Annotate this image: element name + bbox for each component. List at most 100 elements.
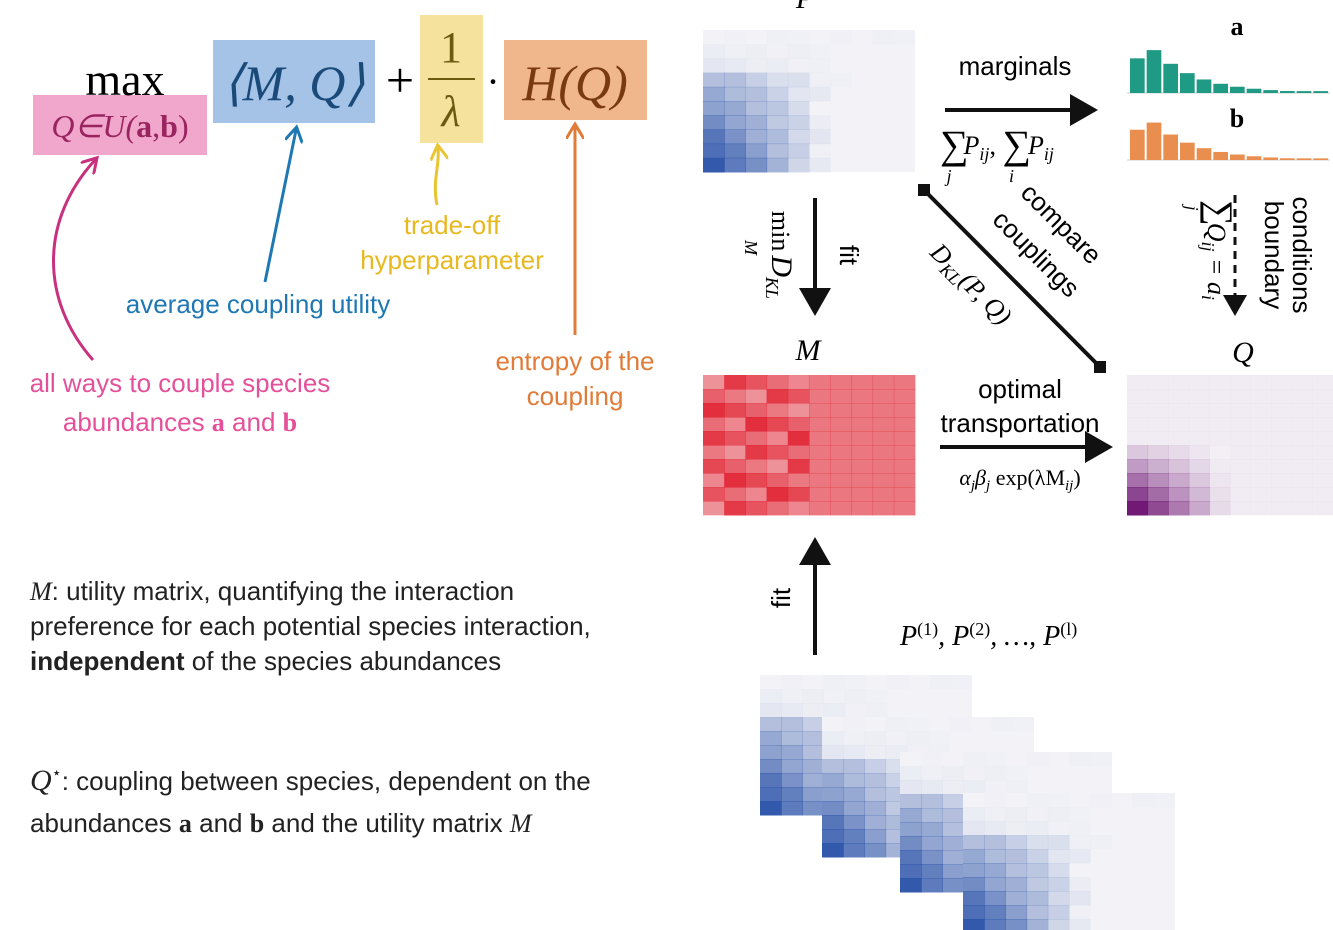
heatmap-cell [824,703,846,718]
heatmap-cell [942,822,965,837]
heatmap-cell [703,445,725,460]
heatmap-cell [822,787,844,802]
max: max [85,54,164,105]
heatmap-cell [1271,389,1292,404]
heatmap-cell [887,703,909,718]
heatmap-cell [1006,780,1028,795]
heatmap-cell [942,794,965,809]
legend-m: preference for each potential species in… [30,611,591,641]
heatmap-cell [787,501,810,516]
heatmap-cell [1189,431,1210,446]
heatmap-cell [963,835,985,850]
heatmap-cell [1292,417,1313,432]
heatmap-cell [893,459,916,474]
heatmap-cell [843,787,865,802]
t: j [969,478,975,494]
heatmap-cell [766,501,789,516]
heatmap-cell [1047,919,1070,930]
heatmap-cell [921,752,943,767]
legend-m: M: utility matrix, quantifying the inter… [29,576,514,606]
bar [1246,156,1262,160]
heatmap-cell [984,905,1006,920]
heatmap-cell [985,766,1007,781]
heatmap-cell [1312,417,1333,432]
heatmap-cell [942,878,965,893]
label: boundary [1259,201,1289,309]
heatmap-cell [766,143,789,159]
heatmap-cell [1048,752,1070,767]
bar [1130,129,1145,160]
label: marginals [959,51,1072,81]
heatmap-cell [1048,821,1070,836]
heatmap-cell [1189,417,1210,432]
heatmap-cell [864,787,887,802]
heatmap-cell [1047,835,1070,850]
t: Q∈U( [51,108,138,144]
heatmap-cell [1188,487,1210,502]
heatmap-cell [766,445,789,460]
numerator: 1 [440,23,462,72]
denominator: λ [439,87,460,136]
heatmap-cell [1312,459,1333,474]
heatmap-cell [908,675,930,690]
heatmap-cell [942,766,964,781]
t: P [963,131,980,160]
heatmap-cell [1026,905,1049,920]
heatmap-cell [872,459,895,474]
heatmap-cell [872,473,895,488]
heatmap-cell [809,459,831,474]
heatmap-cell [921,766,943,781]
heatmap-cell [864,731,886,746]
heatmap-cell [1209,389,1230,404]
annotation: hyperparameter [360,245,544,275]
t: : coupling between species, dependent on… [62,766,591,796]
t: j [1182,204,1202,211]
bar [1263,90,1278,93]
heatmap-cell [872,445,895,460]
heatmap-cell [802,759,825,774]
heatmap-cell [745,473,768,488]
heatmap-cell [809,431,831,446]
heatmap-cell [745,487,768,502]
heatmap-cell [1271,473,1292,488]
heatmap-cell [942,780,964,795]
heatmap-cell [760,731,782,746]
heatmap-cell [1147,487,1169,502]
heatmap-cell [921,850,943,865]
heatmap-cell [893,487,916,502]
heatmap-cell [1147,459,1169,474]
heatmap-cell [843,829,865,844]
heatmap-cell [830,389,852,404]
t: KL [762,276,782,299]
dot: · [486,59,499,104]
heatmap-cell [830,375,852,390]
heatmap-cell [745,44,767,59]
t: and the utility matrix [264,808,510,838]
heatmap-cell [984,877,1006,892]
heatmap-cell [766,417,789,432]
heatmap-cell [724,86,746,102]
heatmap-cell [893,473,916,488]
heatmap-cell [951,675,973,690]
heatmap-cell [745,375,768,390]
heatmap-cell [1069,835,1091,850]
heatmap-cell [864,829,887,844]
heatmap-cell [872,431,895,446]
heatmap-cell [1168,389,1189,404]
heatmap-cell [851,445,874,460]
heatmap-cell [787,473,810,488]
label-m: M [795,334,823,367]
heatmap-cell [843,815,865,830]
t: and [192,808,250,838]
heatmap-cell [900,808,922,823]
heatmap-cell [1147,473,1169,488]
heatmap-cell [921,836,943,851]
heatmap-cell [802,703,824,718]
heatmap-cell [1312,389,1333,404]
endpoint [1094,361,1106,373]
bar [1246,88,1262,93]
heatmap-cell [745,417,768,432]
t: independent [30,646,185,676]
heatmap-cell [851,487,874,502]
